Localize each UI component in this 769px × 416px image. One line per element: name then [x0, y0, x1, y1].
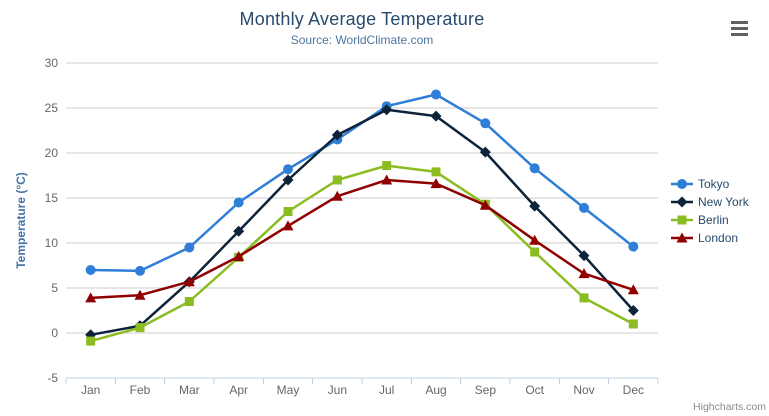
data-point-tokyo: [85, 265, 96, 275]
data-point-tokyo: [233, 197, 244, 208]
data-point-new-york: [430, 110, 442, 122]
x-tick-label: Sep: [475, 383, 497, 397]
data-point-new-york: [331, 129, 343, 141]
series-line-new-york: [89, 108, 635, 337]
data-point-berlin: [579, 293, 589, 303]
x-tick-label: Mar: [179, 383, 200, 397]
y-tick-label: 15: [45, 191, 59, 205]
data-point-tokyo: [184, 242, 195, 253]
legend-symbol-tokyo: [677, 179, 687, 189]
data-point-london: [183, 276, 195, 287]
y-tick-label: 5: [51, 281, 58, 295]
data-point-new-york: [233, 225, 245, 237]
legend-item-tokyo[interactable]: Tokyo: [671, 175, 749, 193]
chart-subtitle: Source: WorldClimate.com: [290, 33, 434, 47]
data-point-berlin: [86, 336, 96, 346]
data-point-london: [233, 251, 245, 261]
legend-marker-triangle-icon: [671, 232, 693, 243]
data-point-london: [85, 292, 97, 303]
data-point-berlin: [530, 247, 540, 257]
y-tick-label: 30: [45, 56, 59, 70]
data-point-tokyo: [431, 89, 441, 100]
data-point-london: [134, 289, 146, 300]
data-point-tokyo: [628, 241, 639, 252]
data-point-london: [479, 199, 491, 210]
x-tick-label: Nov: [573, 383, 594, 397]
x-tick-label: May: [277, 383, 300, 397]
data-point-berlin: [184, 297, 194, 306]
x-tick-label: Apr: [229, 383, 248, 397]
legend-label: New York: [698, 195, 749, 209]
legend-label: London: [698, 231, 739, 245]
legend-label: Tokyo: [698, 177, 730, 191]
legend: Tokyo New York Berlin London: [671, 175, 749, 247]
data-point-new-york: [627, 305, 639, 316]
series-line-tokyo: [89, 93, 635, 273]
y-tick-label: 25: [45, 101, 59, 115]
hamburger-bar: [731, 21, 748, 24]
data-point-berlin: [382, 161, 392, 171]
data-point-london: [578, 268, 590, 279]
data-point-new-york: [381, 104, 393, 116]
hamburger-menu-icon[interactable]: [731, 21, 748, 36]
legend-marker-diamond-icon: [671, 196, 693, 208]
chart-title: Monthly Average Temperature: [239, 9, 485, 29]
data-point-london: [529, 234, 541, 245]
data-point-berlin: [135, 323, 145, 333]
data-point-new-york: [578, 250, 590, 262]
legend-item-berlin[interactable]: Berlin: [671, 211, 749, 229]
series-line-london: [89, 178, 635, 300]
x-tick-label: Jan: [81, 383, 100, 397]
data-point-tokyo: [579, 202, 589, 213]
legend-item-london[interactable]: London: [671, 229, 749, 247]
legend-marker-square-icon: [671, 215, 693, 225]
data-point-london: [627, 284, 639, 295]
legend-symbol-berlin: [677, 215, 687, 225]
x-tick-label: Jul: [379, 383, 394, 397]
data-point-tokyo: [283, 164, 293, 175]
legend-label: Berlin: [698, 213, 729, 227]
y-tick-label: 0: [51, 326, 58, 340]
credits-link[interactable]: Highcharts.com: [693, 401, 766, 413]
legend-symbol-new-york: [676, 196, 688, 208]
data-point-berlin: [628, 319, 638, 329]
legend-item-new-york[interactable]: New York: [671, 193, 749, 211]
hamburger-bar: [731, 27, 748, 30]
legend-marker-circle-icon: [671, 179, 693, 189]
x-tick-label: Jun: [328, 383, 347, 397]
legend-symbol-london: [676, 232, 688, 243]
x-tick-label: Aug: [425, 383, 446, 397]
data-point-new-york: [282, 174, 294, 186]
data-point-london: [430, 178, 442, 189]
series-line-berlin: [89, 164, 635, 343]
y-tick-label: -5: [47, 371, 58, 385]
y-tick-label: 10: [45, 236, 59, 250]
data-point-berlin: [283, 207, 293, 216]
x-tick-label: Oct: [525, 383, 544, 397]
data-point-tokyo: [135, 265, 145, 276]
y-axis-title: Temperature (°C): [14, 172, 28, 269]
data-point-berlin: [431, 167, 441, 177]
data-point-london: [381, 174, 393, 185]
data-point-new-york: [479, 146, 491, 158]
data-point-tokyo: [480, 118, 491, 129]
data-point-berlin: [332, 175, 342, 185]
x-tick-label: Dec: [623, 383, 644, 397]
y-tick-label: 20: [45, 146, 59, 160]
x-tick-label: Feb: [130, 383, 151, 397]
hamburger-bar: [731, 33, 748, 36]
data-point-new-york: [529, 200, 541, 212]
data-point-london: [331, 190, 343, 201]
data-point-tokyo: [529, 163, 540, 174]
data-point-london: [282, 220, 294, 231]
